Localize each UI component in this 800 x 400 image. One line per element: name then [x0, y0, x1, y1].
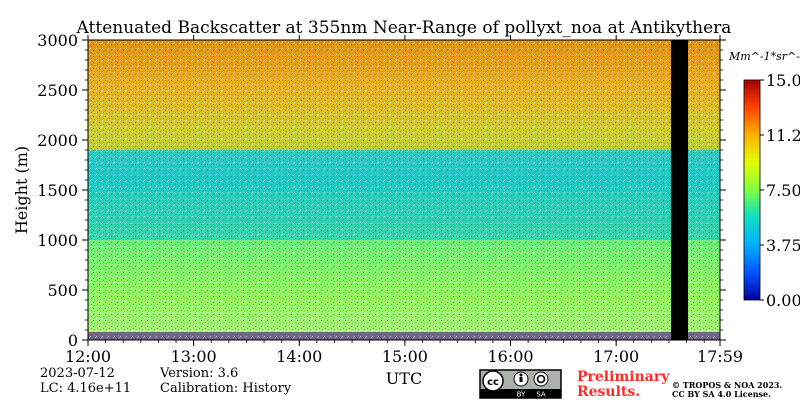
y-tick-label: 0: [68, 331, 78, 350]
x-tick-label: 14:00: [276, 347, 322, 366]
footer-date: 2023-07-12: [40, 366, 115, 381]
footer-calibration: Calibration: History: [160, 381, 292, 396]
x-tick-label: 13:00: [171, 347, 217, 366]
x-tick-label: 16:00: [487, 347, 533, 366]
heatmap-field: [88, 40, 720, 340]
copyright-line2: CC BY SA 4.0 License.: [672, 389, 771, 399]
footer-version: Version: 3.6: [159, 366, 238, 381]
svg-text:cc: cc: [487, 377, 499, 388]
status-results: Results.: [577, 384, 640, 400]
y-tick-label: 2500: [37, 81, 78, 100]
copyright-line1: © TROPOS & NOA 2023.: [672, 380, 782, 390]
y-tick-label: 1500: [37, 181, 78, 200]
y-tick-label: 500: [47, 281, 78, 300]
y-tick-label: 2000: [37, 131, 78, 150]
status-preliminary: Preliminary: [577, 369, 670, 385]
cc-license-badge: cc BY SA: [479, 369, 562, 399]
colorbar-tick-label: 0.00: [766, 291, 800, 310]
sa-icon: [533, 371, 549, 387]
footer-lc: LC: 4.16e+11: [40, 381, 131, 396]
data-gap: [671, 40, 688, 340]
x-tick-label: 17:59: [697, 347, 743, 366]
colorbar-tick-label: 3.75: [766, 236, 800, 255]
colorbar: [743, 79, 761, 301]
colorbar-unit: Mm^-1*sr^-1: [728, 50, 800, 63]
x-tick-label: 17:00: [593, 347, 639, 366]
svg-text:SA: SA: [536, 391, 546, 399]
svg-text:BY: BY: [517, 391, 526, 399]
colorbar-tick-label: 11.25: [766, 126, 800, 145]
x-tick-label: 12:00: [65, 347, 111, 366]
y-axis-label: Height (m): [12, 146, 31, 234]
y-tick-label: 1000: [37, 231, 78, 250]
x-tick-label: 15:00: [382, 347, 428, 366]
heatmap-noise: [88, 40, 720, 340]
x-axis-label: UTC: [386, 369, 422, 388]
y-axis: 0 500 1000 1500 2000 2500 3000: [37, 31, 726, 350]
colorbar-ticks: 0.00 3.75 7.50 11.25 15.00: [760, 71, 800, 310]
y-tick-label: 3000: [37, 31, 78, 50]
x-axis: 12:00 13:00 14:00 15:00 16:00 17:00 17:59: [65, 35, 743, 366]
chart-title: Attenuated Backscatter at 355nm Near-Ran…: [76, 18, 732, 38]
colorbar-tick-label: 7.50: [766, 181, 800, 200]
cc-icon: [482, 370, 504, 392]
colorbar-tick-label: 15.00: [766, 71, 800, 90]
